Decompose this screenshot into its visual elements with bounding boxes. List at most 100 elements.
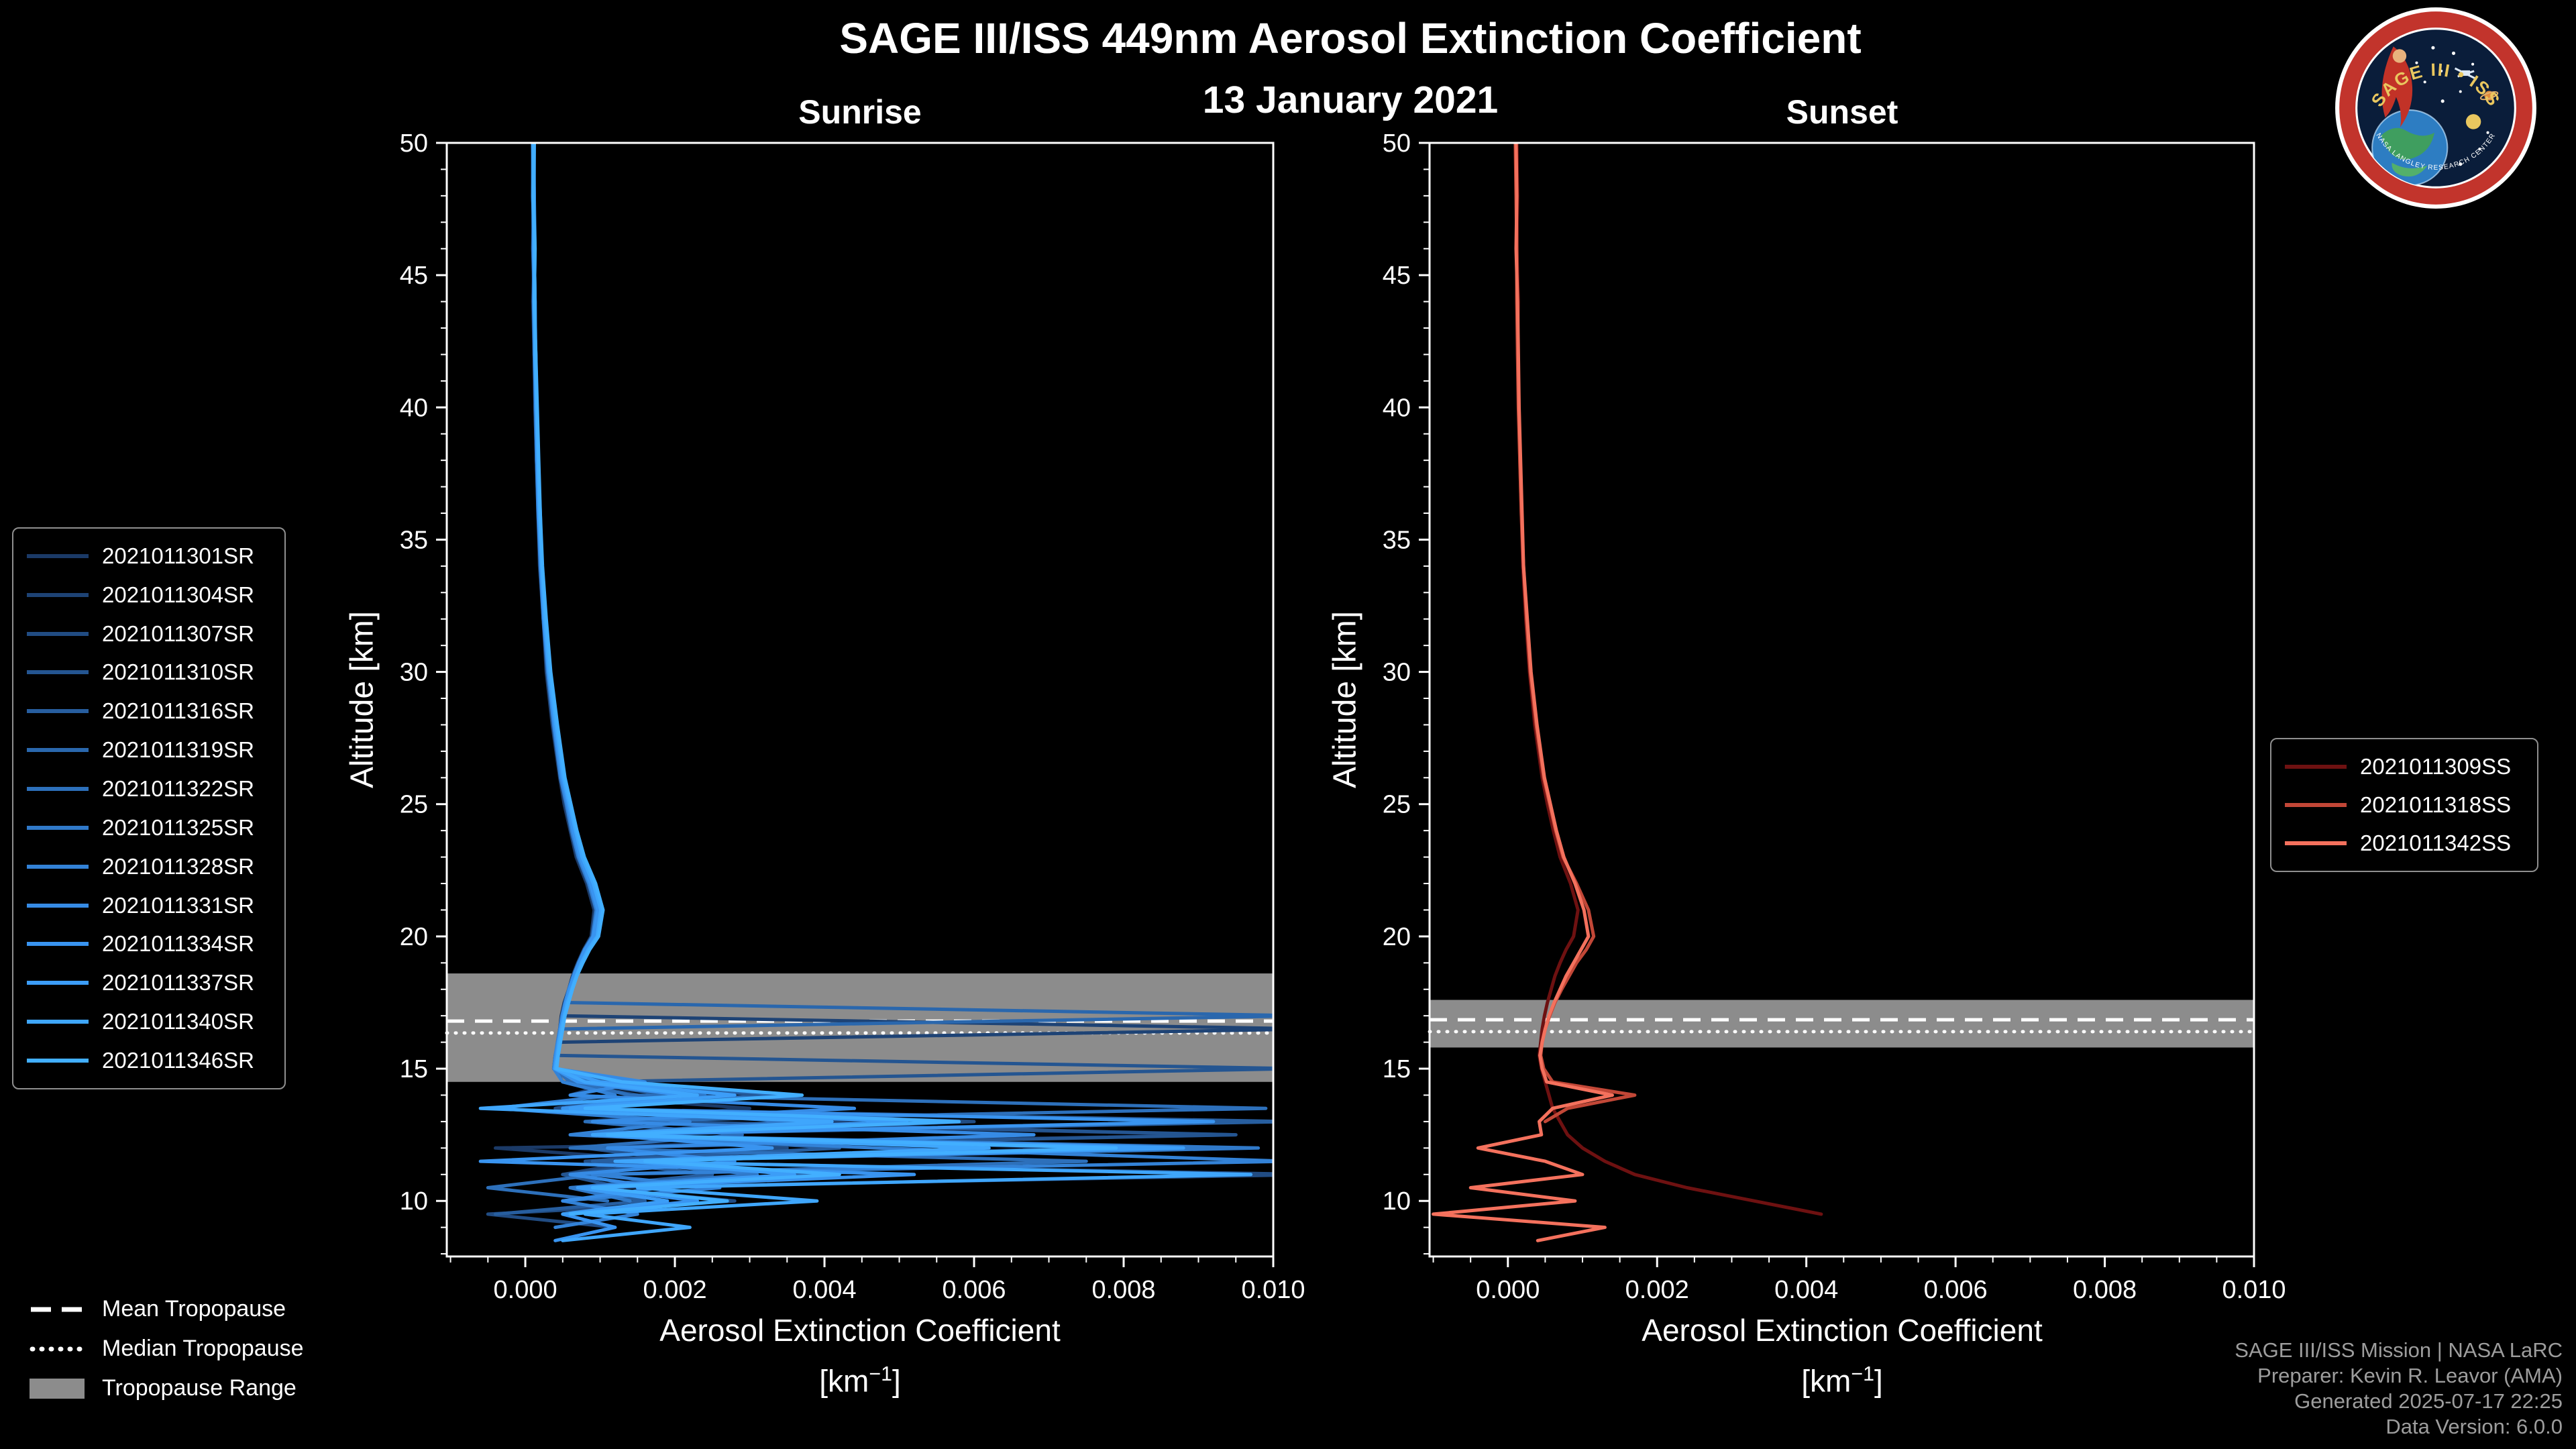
legend-tropopause: Mean Tropopause Median Tropopause Tropop… (30, 1296, 304, 1401)
legend-line-swatch (27, 903, 89, 908)
legend-item-label: 2021011304SR (102, 582, 254, 607)
legend-item-label: 2021011316SR (102, 698, 254, 724)
legend-item-label: 2021011325SR (102, 814, 254, 840)
x-tick-label: 0.006 (942, 1276, 1006, 1304)
footer-line-mission: SAGE III/ISS Mission | NASA LaRC (2235, 1338, 2563, 1362)
plot-border (1428, 142, 2255, 1258)
stars (2415, 46, 2489, 166)
legend-sunrise: 2021011301SR 2021011304SR 2021011307SR 2021… (12, 527, 286, 1089)
y-tick-label: 40 (400, 394, 428, 422)
y-tick-label: 35 (400, 526, 428, 554)
legend-item-label: 2021011337SR (102, 970, 254, 996)
footer-line-preparer: Preparer: Kevin R. Leavor (AMA) (2257, 1364, 2563, 1387)
legend-line-swatch (27, 631, 89, 636)
red-figure (2381, 46, 2413, 127)
x-axis-units: [km−1] (1801, 1363, 1883, 1399)
footer-line-version: Data Version: 6.0.0 (2385, 1415, 2563, 1438)
legend-item-label: 2021011331SR (102, 892, 254, 918)
legend-sunset: 2021011309SS 2021011318SS 2021011342SS (2270, 738, 2538, 872)
y-tick-label: 20 (1383, 923, 1411, 951)
legend-item-label: 2021011346SR (102, 1047, 254, 1073)
legend-item: 2021011318SS (2285, 792, 2524, 818)
sun (2465, 114, 2481, 129)
y-tick-label: 15 (400, 1055, 428, 1083)
y-tick-label: 30 (400, 659, 428, 687)
profile-line (1432, 143, 1614, 1242)
x-tick-label: 0.010 (1241, 1276, 1305, 1304)
panel-title-sunrise: Sunrise (798, 93, 922, 131)
y-tick-label: 45 (400, 262, 428, 290)
y-tick-label: 25 (1383, 791, 1411, 819)
logo-art (2371, 46, 2499, 186)
legend-item-tropopause-range: Tropopause Range (30, 1375, 304, 1401)
y-tick-label: 50 (1383, 129, 1411, 158)
x-axis-label-sunset: Aerosol Extinction Coefficient [km−1] (1642, 1308, 2042, 1403)
legend-item: 2021011301SR (27, 543, 271, 569)
legend-item-median-tropopause: Median Tropopause (30, 1336, 304, 1362)
legend-item-label: 2021011310SR (102, 659, 254, 685)
legend-item-label: 2021011318SS (2360, 792, 2512, 817)
legend-line-swatch (27, 748, 89, 753)
plot-border (445, 142, 1275, 1258)
x-axis-label-text: Aerosol Extinction Coefficient (1642, 1313, 2043, 1348)
legend-item: 2021011304SR (27, 582, 271, 608)
x-tick-label: 0.008 (1091, 1276, 1155, 1304)
tropopause-range-band (1430, 1000, 2254, 1048)
x-tick-label: 0.008 (2073, 1276, 2137, 1304)
legend-item-label: 2021011340SR (102, 1009, 254, 1034)
y-tick-label: 20 (400, 923, 428, 951)
saturn (2479, 91, 2499, 101)
legend-line-swatch (27, 670, 89, 675)
figure-head (2392, 49, 2407, 63)
y-tick-label: 10 (400, 1187, 428, 1216)
page-title: SAGE III/ISS 449nm Aerosol Extinction Co… (839, 14, 1862, 62)
legend-line-swatch (27, 592, 89, 597)
y-axis-label-sunset: Altitude [km] (1327, 610, 1363, 789)
x-tick-label: 0.004 (792, 1276, 856, 1304)
y-tick-label: 15 (1383, 1055, 1411, 1083)
legend-item-label: 2021011319SR (102, 737, 254, 763)
legend-item-label: Tropopause Range (102, 1375, 297, 1401)
legend-item-mean-tropopause: Mean Tropopause (30, 1296, 304, 1322)
legend-item: 2021011325SR (27, 815, 271, 841)
legend-item-label: 2021011322SR (102, 775, 254, 801)
x-axis-label-text: Aerosol Extinction Coefficient (659, 1313, 1061, 1348)
legend-line-swatch (27, 864, 89, 869)
legend-line-swatch (27, 786, 89, 791)
y-tick-label: 30 (1383, 659, 1411, 687)
legend-line-swatch (27, 825, 89, 830)
profiles-sunrise (478, 143, 1273, 1242)
x-tick-label: 0.006 (1924, 1276, 1988, 1304)
legend-line-swatch (27, 1058, 89, 1063)
legend-item: 2021011316SR (27, 698, 271, 724)
y-tick-label: 25 (400, 791, 428, 819)
legend-item: 2021011310SR (27, 659, 271, 685)
profiles-sunset (1432, 143, 1823, 1242)
footer-line-generated: Generated 2025-07-17 22:25 (2294, 1389, 2563, 1413)
legend-line-swatch (2285, 764, 2347, 769)
panel-sunset: 0.000 0.002 0.004 0.006 0.008 0.010 10 15 20 25 30… (1383, 129, 2286, 1304)
y-tick-label: 35 (1383, 526, 1411, 554)
legend-item-label: Median Tropopause (102, 1336, 304, 1361)
legend-item-label: 2021011301SR (102, 543, 254, 568)
earth-continent (2392, 162, 2428, 177)
legend-item-label: Mean Tropopause (102, 1296, 286, 1322)
y-tick-label: 10 (1383, 1187, 1411, 1216)
footer-credits: SAGE III/ISS Mission | NASA LaRC Prepare… (2235, 1338, 2563, 1440)
y-tick-label: 45 (1383, 262, 1411, 290)
legend-line-swatch (27, 1020, 89, 1024)
panel-title-sunset: Sunset (1786, 93, 1898, 131)
x-tick-label: 0.002 (1625, 1276, 1689, 1304)
x-tick-label: 0.010 (2222, 1276, 2286, 1304)
legend-line-swatch (27, 981, 89, 985)
legend-item-label: 2021011328SR (102, 853, 254, 879)
profile-line (1515, 143, 1823, 1216)
legend-item: 2021011322SR (27, 776, 271, 802)
legend-item: 2021011307SR (27, 621, 271, 647)
x-tick-label: 0.000 (494, 1276, 557, 1304)
dashed-line-sample (31, 1307, 83, 1311)
x-tick-label: 0.004 (1774, 1276, 1838, 1304)
legend-item-label: 2021011307SR (102, 621, 254, 646)
legend-item: 2021011328SR (27, 854, 271, 879)
